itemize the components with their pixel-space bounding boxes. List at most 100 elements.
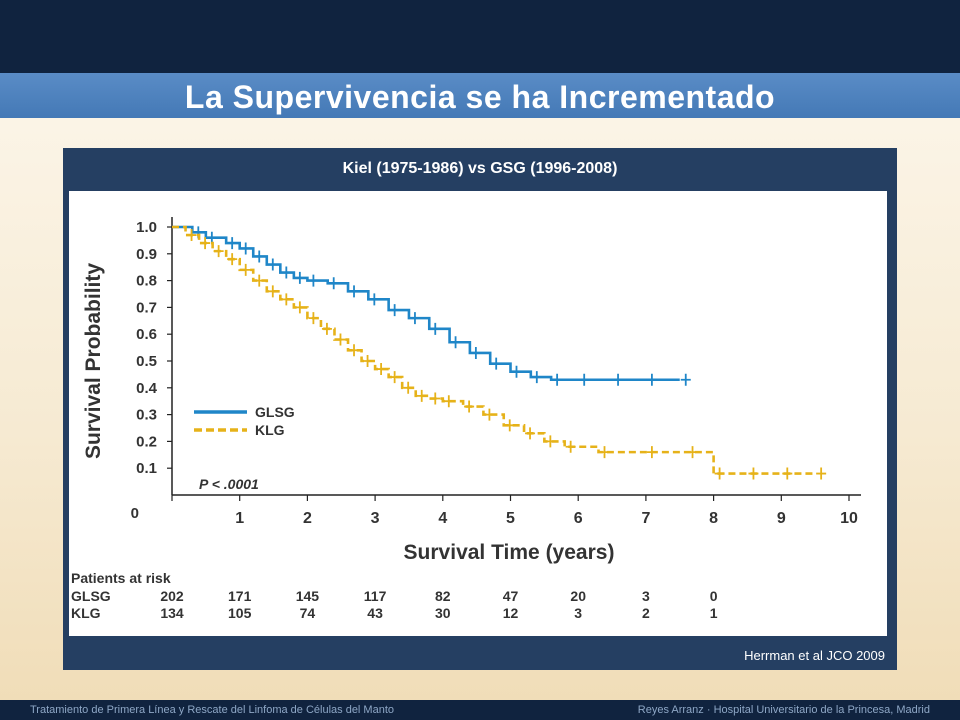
censor-mark [748, 467, 759, 480]
censor-mark [511, 365, 522, 378]
risk-row-label: GLSG [71, 588, 111, 604]
censor-mark [254, 274, 265, 287]
censor-mark [579, 373, 590, 386]
risk-cell: 3 [642, 588, 650, 604]
censor-mark [646, 446, 657, 459]
censor-mark [646, 373, 657, 386]
risk-cell: 134 [160, 605, 184, 621]
footer-right: Reyes Arranz · Hospital Universitario de… [637, 704, 930, 716]
censor-mark [213, 245, 224, 258]
censor-mark [227, 253, 238, 266]
censor-mark [416, 389, 427, 402]
censor-mark [484, 408, 495, 421]
y-tick-label: 0.1 [136, 460, 157, 477]
y-tick-label: 0.5 [136, 353, 157, 370]
censor-mark [545, 435, 556, 448]
censor-mark [227, 237, 238, 250]
censor-mark [281, 266, 292, 279]
censor-mark [613, 373, 624, 386]
censor-mark [321, 322, 332, 335]
censor-mark [294, 271, 305, 284]
x-tick-label: 3 [371, 510, 380, 527]
y-tick-label: 0.8 [136, 273, 157, 290]
risk-cell: 117 [364, 588, 387, 604]
censor-mark [450, 336, 461, 349]
y-tick-label: 0 [131, 505, 139, 522]
slide-title: La Supervivencia se ha Incrementado [184, 79, 776, 115]
y-tick-label: 0.2 [136, 433, 157, 450]
censor-mark [328, 277, 339, 290]
risk-cell: 105 [228, 605, 252, 621]
censor-mark [294, 301, 305, 314]
p-value-annotation: P < .0001 [199, 476, 259, 492]
risk-cell: 171 [228, 588, 252, 604]
risk-cell: 145 [296, 588, 320, 604]
footer-left: Tratamiento de Primera Línea y Rescate d… [30, 704, 395, 716]
risk-cell: 30 [435, 605, 451, 621]
y-tick-label: 1.0 [136, 219, 157, 236]
censor-mark [816, 467, 827, 480]
censor-mark [240, 263, 251, 276]
risk-cell: 0 [710, 588, 718, 604]
censor-mark [464, 400, 475, 413]
chart-panel: Kiel (1975-1986) vs GSG (1996-2008) 0 0.1… [63, 148, 897, 670]
risk-cell: 74 [300, 605, 316, 621]
censor-mark [525, 427, 536, 440]
censor-mark [552, 373, 563, 386]
censor-mark [376, 363, 387, 376]
x-tick-label: 10 [840, 510, 858, 527]
censor-mark [714, 467, 725, 480]
y-tick-label: 0.7 [136, 299, 157, 316]
km-chart: 00.10.20.30.40.50.60.70.80.91.01 2 3 4 5 6 7 8 9… [71, 217, 861, 621]
censor-mark [349, 344, 360, 357]
source-citation: Herrman et al JCO 2009 [744, 648, 885, 663]
censor-mark [389, 304, 400, 317]
censor-mark [308, 274, 319, 287]
y-tick-label: 0.6 [136, 326, 157, 343]
legend-label: GLSG [255, 404, 295, 420]
risk-cell: 47 [503, 588, 519, 604]
censor-mark [308, 312, 319, 325]
censor-mark [267, 285, 278, 298]
risk-cell: 3 [574, 605, 582, 621]
y-tick-label: 0.9 [136, 246, 157, 263]
censor-mark [267, 258, 278, 271]
risk-cell: 20 [570, 588, 586, 604]
legend-label: KLG [255, 422, 285, 438]
risk-cell: 202 [160, 588, 184, 604]
censor-mark [430, 322, 441, 335]
censor-mark [491, 357, 502, 370]
panel-title: Kiel (1975-1986) vs GSG (1996-2008) [342, 160, 618, 177]
plot-area: 0 0.1 0.2 0.3 0.4 0.5 0.6 0.7 0.8 0.9 1.0 1 2 3 4 5 6 7 8 9… [69, 191, 887, 636]
censor-mark [470, 346, 481, 359]
y-axis-label: Survival Probability [82, 263, 105, 459]
x-tick-label: 9 [777, 510, 786, 527]
censor-mark [281, 293, 292, 306]
top-band [0, 0, 960, 73]
risk-cell: 1 [710, 605, 718, 621]
censor-mark [403, 381, 414, 394]
x-tick-label: 4 [438, 510, 447, 527]
series-line-glsg [172, 225, 680, 382]
x-tick-label: 2 [303, 510, 312, 527]
censor-mark [335, 333, 346, 346]
censor-mark [240, 242, 251, 255]
x-tick-label: 5 [506, 510, 515, 527]
risk-row-label: KLG [71, 605, 101, 621]
risk-cell: 43 [367, 605, 383, 621]
footer: Tratamiento de Primera Línea y Rescate d… [0, 700, 960, 720]
title-bar: La Supervivencia se ha Incrementado [0, 73, 960, 118]
x-axis-label: Survival Time (years) [404, 541, 615, 564]
risk-cell: 2 [642, 605, 650, 621]
censor-mark [504, 419, 515, 432]
censor-mark [599, 446, 610, 459]
censor-mark [782, 467, 793, 480]
x-tick-label: 1 [235, 510, 244, 527]
censor-mark [565, 440, 576, 453]
x-tick-label: 7 [641, 510, 650, 527]
censor-mark [206, 231, 217, 244]
censor-mark [254, 250, 265, 263]
x-tick-label: 6 [574, 510, 583, 527]
censor-mark [409, 312, 420, 325]
censor-mark [362, 355, 373, 367]
